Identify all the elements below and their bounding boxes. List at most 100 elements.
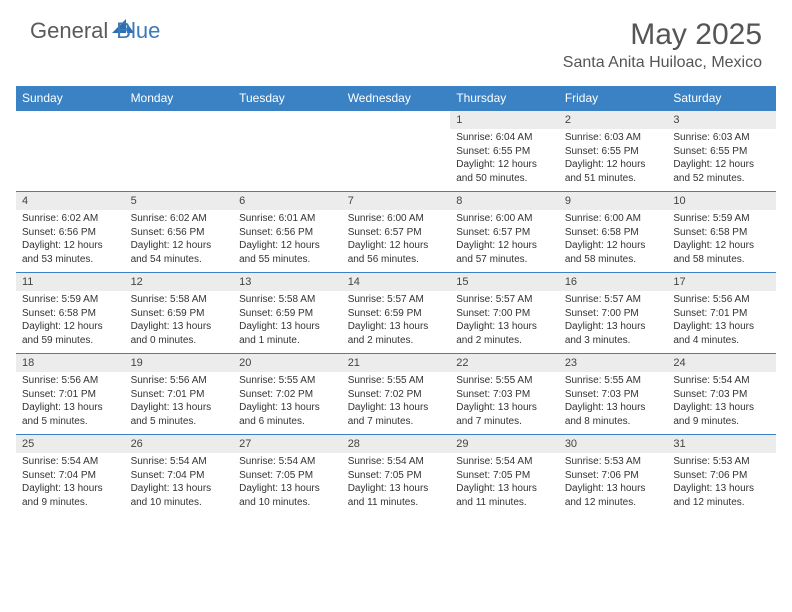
sunrise-text: Sunrise: 5:54 AM <box>22 455 119 469</box>
day-number-cell: 17 <box>667 273 776 292</box>
sunset-text: Sunset: 7:01 PM <box>131 388 228 402</box>
day-detail-cell: Sunrise: 5:57 AMSunset: 6:59 PMDaylight:… <box>342 291 451 354</box>
daylight-text: Daylight: 12 hours and 54 minutes. <box>131 239 228 266</box>
week-detail-row: Sunrise: 5:56 AMSunset: 7:01 PMDaylight:… <box>16 372 776 435</box>
daylight-text: Daylight: 12 hours and 57 minutes. <box>456 239 553 266</box>
day-detail-cell <box>125 129 234 192</box>
week-daynum-row: 18192021222324 <box>16 354 776 373</box>
daylight-text: Daylight: 13 hours and 5 minutes. <box>22 401 119 428</box>
sunrise-text: Sunrise: 5:57 AM <box>565 293 662 307</box>
day-detail-cell: Sunrise: 5:55 AMSunset: 7:03 PMDaylight:… <box>559 372 668 435</box>
day-detail-cell: Sunrise: 5:54 AMSunset: 7:04 PMDaylight:… <box>125 453 234 515</box>
daylight-text: Daylight: 12 hours and 55 minutes. <box>239 239 336 266</box>
day-number-cell <box>233 111 342 130</box>
sunset-text: Sunset: 7:02 PM <box>348 388 445 402</box>
sunrise-text: Sunrise: 6:03 AM <box>565 131 662 145</box>
sunset-text: Sunset: 7:01 PM <box>22 388 119 402</box>
day-number-cell: 31 <box>667 435 776 454</box>
sunset-text: Sunset: 7:06 PM <box>565 469 662 483</box>
sunrise-text: Sunrise: 5:56 AM <box>22 374 119 388</box>
sunrise-text: Sunrise: 5:55 AM <box>456 374 553 388</box>
day-number-cell: 13 <box>233 273 342 292</box>
day-number-cell: 2 <box>559 111 668 130</box>
day-number-cell: 27 <box>233 435 342 454</box>
daylight-text: Daylight: 12 hours and 58 minutes. <box>565 239 662 266</box>
sunset-text: Sunset: 7:00 PM <box>565 307 662 321</box>
day-number-cell: 18 <box>16 354 125 373</box>
daylight-text: Daylight: 13 hours and 9 minutes. <box>673 401 770 428</box>
day-number-cell: 19 <box>125 354 234 373</box>
day-number-cell: 25 <box>16 435 125 454</box>
sunset-text: Sunset: 7:04 PM <box>22 469 119 483</box>
sunrise-text: Sunrise: 6:02 AM <box>131 212 228 226</box>
page-header: General Blue May 2025 Santa Anita Huiloa… <box>0 0 792 80</box>
sunrise-text: Sunrise: 6:04 AM <box>456 131 553 145</box>
day-detail-cell: Sunrise: 5:59 AMSunset: 6:58 PMDaylight:… <box>16 291 125 354</box>
day-number-cell: 22 <box>450 354 559 373</box>
sunrise-text: Sunrise: 5:54 AM <box>673 374 770 388</box>
day-number-cell <box>342 111 451 130</box>
daylight-text: Daylight: 13 hours and 7 minutes. <box>348 401 445 428</box>
day-number-cell: 6 <box>233 192 342 211</box>
sunset-text: Sunset: 7:02 PM <box>239 388 336 402</box>
day-detail-cell: Sunrise: 5:58 AMSunset: 6:59 PMDaylight:… <box>233 291 342 354</box>
day-number-cell: 29 <box>450 435 559 454</box>
day-number-cell: 15 <box>450 273 559 292</box>
sunrise-text: Sunrise: 5:55 AM <box>348 374 445 388</box>
day-number-cell: 9 <box>559 192 668 211</box>
week-detail-row: Sunrise: 6:02 AMSunset: 6:56 PMDaylight:… <box>16 210 776 273</box>
sunset-text: Sunset: 6:56 PM <box>22 226 119 240</box>
sunset-text: Sunset: 6:58 PM <box>565 226 662 240</box>
sunset-text: Sunset: 7:03 PM <box>565 388 662 402</box>
daylight-text: Daylight: 12 hours and 50 minutes. <box>456 158 553 185</box>
dow-friday: Friday <box>559 86 668 111</box>
sunrise-text: Sunrise: 5:55 AM <box>565 374 662 388</box>
sunrise-text: Sunrise: 5:53 AM <box>565 455 662 469</box>
day-number-cell <box>125 111 234 130</box>
week-detail-row: Sunrise: 5:59 AMSunset: 6:58 PMDaylight:… <box>16 291 776 354</box>
sunrise-text: Sunrise: 5:55 AM <box>239 374 336 388</box>
sunset-text: Sunset: 7:05 PM <box>456 469 553 483</box>
daylight-text: Daylight: 13 hours and 9 minutes. <box>22 482 119 509</box>
day-number-cell: 20 <box>233 354 342 373</box>
day-detail-cell: Sunrise: 6:02 AMSunset: 6:56 PMDaylight:… <box>16 210 125 273</box>
day-detail-cell: Sunrise: 5:59 AMSunset: 6:58 PMDaylight:… <box>667 210 776 273</box>
daylight-text: Daylight: 13 hours and 1 minute. <box>239 320 336 347</box>
sunset-text: Sunset: 7:03 PM <box>456 388 553 402</box>
sunrise-text: Sunrise: 6:00 AM <box>565 212 662 226</box>
sunset-text: Sunset: 6:57 PM <box>348 226 445 240</box>
daylight-text: Daylight: 13 hours and 8 minutes. <box>565 401 662 428</box>
day-detail-cell: Sunrise: 5:54 AMSunset: 7:03 PMDaylight:… <box>667 372 776 435</box>
location-label: Santa Anita Huiloac, Mexico <box>563 54 762 72</box>
day-detail-cell: Sunrise: 6:04 AMSunset: 6:55 PMDaylight:… <box>450 129 559 192</box>
sunset-text: Sunset: 6:55 PM <box>456 145 553 159</box>
sunset-text: Sunset: 7:03 PM <box>673 388 770 402</box>
sunset-text: Sunset: 6:55 PM <box>673 145 770 159</box>
day-number-cell: 10 <box>667 192 776 211</box>
day-number-cell: 12 <box>125 273 234 292</box>
day-detail-cell: Sunrise: 5:55 AMSunset: 7:03 PMDaylight:… <box>450 372 559 435</box>
daylight-text: Daylight: 13 hours and 4 minutes. <box>673 320 770 347</box>
month-title: May 2025 <box>563 18 762 52</box>
sunset-text: Sunset: 7:01 PM <box>673 307 770 321</box>
day-number-cell: 23 <box>559 354 668 373</box>
sunset-text: Sunset: 6:56 PM <box>239 226 336 240</box>
daylight-text: Daylight: 13 hours and 12 minutes. <box>673 482 770 509</box>
sunset-text: Sunset: 6:56 PM <box>131 226 228 240</box>
week-daynum-row: 45678910 <box>16 192 776 211</box>
sunrise-text: Sunrise: 6:00 AM <box>456 212 553 226</box>
day-detail-cell: Sunrise: 6:01 AMSunset: 6:56 PMDaylight:… <box>233 210 342 273</box>
day-detail-cell <box>233 129 342 192</box>
sunset-text: Sunset: 6:57 PM <box>456 226 553 240</box>
day-detail-cell: Sunrise: 5:56 AMSunset: 7:01 PMDaylight:… <box>125 372 234 435</box>
daylight-text: Daylight: 13 hours and 12 minutes. <box>565 482 662 509</box>
day-detail-cell: Sunrise: 5:57 AMSunset: 7:00 PMDaylight:… <box>559 291 668 354</box>
dow-tuesday: Tuesday <box>233 86 342 111</box>
sunrise-text: Sunrise: 5:57 AM <box>348 293 445 307</box>
sunrise-text: Sunrise: 5:53 AM <box>673 455 770 469</box>
sunrise-text: Sunrise: 5:54 AM <box>239 455 336 469</box>
day-detail-cell: Sunrise: 5:57 AMSunset: 7:00 PMDaylight:… <box>450 291 559 354</box>
day-detail-cell: Sunrise: 5:53 AMSunset: 7:06 PMDaylight:… <box>667 453 776 515</box>
week-daynum-row: 25262728293031 <box>16 435 776 454</box>
day-detail-cell: Sunrise: 5:55 AMSunset: 7:02 PMDaylight:… <box>233 372 342 435</box>
